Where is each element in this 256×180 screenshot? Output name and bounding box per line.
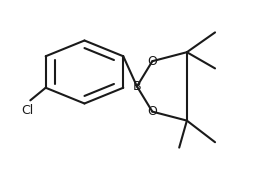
Text: Cl: Cl (22, 104, 34, 117)
Text: B: B (133, 80, 141, 93)
Text: O: O (147, 55, 157, 68)
Text: O: O (147, 105, 157, 118)
